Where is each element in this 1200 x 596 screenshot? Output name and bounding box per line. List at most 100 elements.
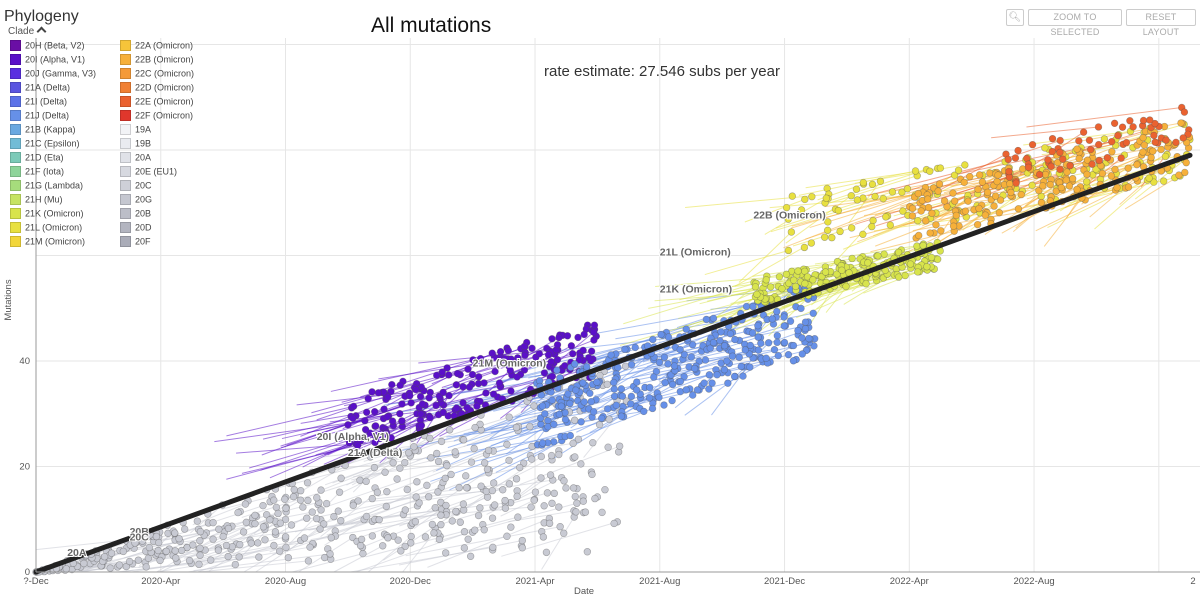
legend-item[interactable]: 20H (Beta, V2) <box>10 40 85 54</box>
x-tick-label: 2020-Apr <box>141 576 180 587</box>
legend-item[interactable]: 22F (Omicron) <box>120 110 193 124</box>
legend-item[interactable]: 22C (Omicron) <box>120 68 194 82</box>
tip-point <box>464 404 471 411</box>
tip-point <box>868 223 875 230</box>
tip-point <box>743 303 750 310</box>
legend-item[interactable]: 21A (Delta) <box>10 82 70 96</box>
tip-point <box>994 178 1001 185</box>
data-points <box>33 104 1194 575</box>
clade-label: 21A (Delta) <box>348 447 402 459</box>
legend-item[interactable]: 21L (Omicron) <box>10 222 82 236</box>
tip-point <box>691 365 698 372</box>
tip-point <box>656 394 663 401</box>
tip-point <box>328 534 335 541</box>
branch-line <box>427 519 549 568</box>
legend-swatch <box>10 222 21 233</box>
tip-point <box>710 339 717 346</box>
legend-swatch <box>120 82 131 93</box>
legend-item[interactable]: 19B <box>120 138 151 152</box>
tip-point <box>1158 146 1165 153</box>
legend-swatch <box>120 124 131 135</box>
tip-point <box>798 305 805 312</box>
tip-point <box>588 348 595 355</box>
legend-item[interactable]: 20J (Gamma, V3) <box>10 68 96 82</box>
tip-point <box>1133 161 1140 168</box>
tip-point <box>874 252 881 259</box>
tip-point <box>1074 186 1081 193</box>
legend-item[interactable]: 21I (Delta) <box>10 96 67 110</box>
tip-point <box>383 488 390 495</box>
legend-item[interactable]: 20G <box>120 194 152 208</box>
tip-point <box>1181 169 1188 176</box>
tip-point <box>405 449 412 456</box>
tip-point <box>490 391 497 398</box>
tip-point <box>270 497 277 504</box>
tip-point <box>385 534 392 541</box>
legend-item[interactable]: 21F (Iota) <box>10 166 64 180</box>
tip-point <box>767 284 774 291</box>
x-tick-label: 2 <box>1190 576 1195 587</box>
legend-item[interactable]: 21D (Eta) <box>10 152 64 166</box>
legend-item[interactable]: 21K (Omicron) <box>10 208 84 222</box>
tip-point <box>583 363 590 370</box>
tip-point <box>63 565 70 572</box>
tip-point <box>961 162 968 169</box>
tip-point <box>864 259 871 266</box>
legend-item[interactable]: 22A (Omicron) <box>120 40 193 54</box>
tip-point <box>456 484 463 491</box>
tip-point <box>427 414 434 421</box>
tip-point <box>432 504 439 511</box>
tip-point <box>282 533 289 540</box>
tip-point <box>536 350 543 357</box>
legend-item[interactable]: 22E (Omicron) <box>120 96 194 110</box>
tip-point <box>1114 132 1121 139</box>
legend-item[interactable]: 20E (EU1) <box>120 166 177 180</box>
tip-point <box>323 500 330 507</box>
legend-item[interactable]: 22D (Omicron) <box>120 82 194 96</box>
tip-point <box>1125 184 1132 191</box>
legend-item[interactable]: 20I (Alpha, V1) <box>10 54 85 68</box>
tip-point <box>580 380 587 387</box>
tip-point <box>357 477 364 484</box>
tip-point <box>483 488 490 495</box>
legend-item[interactable]: 21H (Mu) <box>10 194 63 208</box>
x-tick-label: 2021-Aug <box>639 576 680 587</box>
tip-point <box>544 489 551 496</box>
legend-label: 21I (Delta) <box>25 97 67 107</box>
tip-point <box>1146 175 1153 182</box>
legend-item[interactable]: 20F <box>120 236 151 250</box>
legend-item[interactable]: 22B (Omicron) <box>120 54 194 68</box>
legend-item[interactable]: 21J (Delta) <box>10 110 69 124</box>
legend-item[interactable]: 20C <box>120 180 152 194</box>
tip-point <box>1140 149 1147 156</box>
tip-point <box>785 247 792 254</box>
tip-point <box>809 276 816 283</box>
tip-point <box>484 466 491 473</box>
legend-item[interactable]: 21G (Lambda) <box>10 180 83 194</box>
tip-point <box>489 487 496 494</box>
tip-point <box>505 347 512 354</box>
tip-point <box>272 528 279 535</box>
tip-point <box>936 181 943 188</box>
legend-item[interactable]: 19A <box>120 124 151 138</box>
tip-point <box>1087 146 1094 153</box>
tip-point <box>763 276 770 283</box>
tip-point <box>514 514 521 521</box>
tip-point <box>549 500 556 507</box>
legend-item[interactable]: 20B <box>120 208 151 222</box>
tip-point <box>573 500 580 507</box>
tip-point <box>474 403 481 410</box>
tip-point <box>773 308 780 315</box>
legend-item[interactable]: 20A <box>120 152 151 166</box>
legend-item[interactable]: 21B (Kappa) <box>10 124 76 138</box>
tip-point <box>506 480 513 487</box>
legend-item[interactable]: 21C (Epsilon) <box>10 138 80 152</box>
tip-point <box>731 373 738 380</box>
tip-point <box>1123 139 1130 146</box>
legend-item[interactable]: 20D <box>120 222 152 236</box>
tip-point <box>549 397 556 404</box>
legend-item[interactable]: 21M (Omicron) <box>10 236 85 250</box>
tip-point <box>516 464 523 471</box>
tip-point <box>101 553 108 560</box>
tip-point <box>808 193 815 200</box>
